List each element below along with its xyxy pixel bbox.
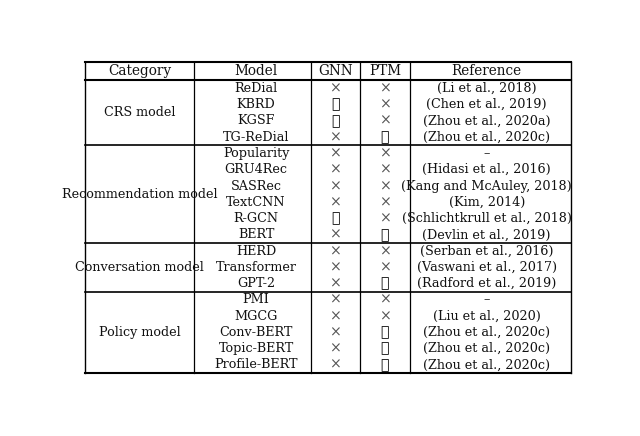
Text: ×: ×	[330, 130, 341, 144]
Text: Popularity: Popularity	[223, 147, 289, 160]
Text: ×: ×	[379, 260, 391, 274]
Text: (Radford et al., 2019): (Radford et al., 2019)	[417, 277, 556, 290]
Text: ×: ×	[379, 98, 391, 112]
Text: ×: ×	[330, 146, 341, 160]
Text: (Chen et al., 2019): (Chen et al., 2019)	[426, 98, 547, 111]
Text: TextCNN: TextCNN	[227, 196, 286, 209]
Text: (Serban et al., 2016): (Serban et al., 2016)	[420, 245, 554, 258]
Text: GNN: GNN	[318, 65, 353, 78]
Text: (Devlin et al., 2019): (Devlin et al., 2019)	[422, 228, 551, 241]
Text: GPT-2: GPT-2	[237, 277, 275, 290]
Text: ×: ×	[330, 325, 341, 339]
Text: Model: Model	[234, 65, 278, 78]
Text: Conversation model: Conversation model	[75, 261, 204, 274]
Text: (Kang and McAuley, 2018): (Kang and McAuley, 2018)	[401, 180, 572, 193]
Text: Category: Category	[108, 65, 171, 78]
Text: BERT: BERT	[238, 228, 275, 241]
Text: ×: ×	[379, 146, 391, 160]
Text: ×: ×	[379, 114, 391, 128]
Text: ×: ×	[379, 293, 391, 307]
Text: ×: ×	[330, 244, 341, 258]
Text: ×: ×	[330, 195, 341, 209]
Text: Recommendation model: Recommendation model	[61, 187, 218, 201]
Text: (Schlichtkrull et al., 2018): (Schlichtkrull et al., 2018)	[402, 212, 572, 225]
Text: (Kim, 2014): (Kim, 2014)	[449, 196, 525, 209]
Text: ×: ×	[379, 163, 391, 177]
Text: Reference: Reference	[452, 65, 522, 78]
Text: ✓: ✓	[331, 98, 340, 112]
Text: ×: ×	[330, 309, 341, 323]
Text: Transformer: Transformer	[216, 261, 296, 274]
Text: (Zhou et al., 2020c): (Zhou et al., 2020c)	[423, 342, 550, 355]
Text: Conv-BERT: Conv-BERT	[220, 326, 292, 339]
Text: CRS model: CRS model	[104, 106, 175, 119]
Text: –: –	[484, 293, 490, 307]
Text: ×: ×	[379, 195, 391, 209]
Text: ×: ×	[330, 82, 341, 95]
Text: (Liu et al., 2020): (Liu et al., 2020)	[433, 310, 541, 323]
Text: ×: ×	[379, 82, 391, 95]
Text: ✓: ✓	[381, 228, 389, 242]
Text: (Zhou et al., 2020c): (Zhou et al., 2020c)	[423, 131, 550, 144]
Text: Policy model: Policy model	[99, 326, 180, 339]
Text: (Zhou et al., 2020a): (Zhou et al., 2020a)	[423, 115, 550, 127]
Text: ×: ×	[379, 244, 391, 258]
Text: ✓: ✓	[331, 114, 340, 128]
Text: (Li et al., 2018): (Li et al., 2018)	[437, 82, 536, 95]
Text: ✓: ✓	[381, 276, 389, 291]
Text: PMI: PMI	[243, 293, 269, 307]
Text: ReDial: ReDial	[234, 82, 278, 95]
Text: GRU4Rec: GRU4Rec	[225, 163, 287, 176]
Text: ×: ×	[379, 179, 391, 193]
Text: –: –	[484, 147, 490, 160]
Text: ×: ×	[379, 309, 391, 323]
Text: R-GCN: R-GCN	[234, 212, 278, 225]
Text: TG-ReDial: TG-ReDial	[223, 131, 289, 144]
Text: KGSF: KGSF	[237, 115, 275, 127]
Text: (Zhou et al., 2020c): (Zhou et al., 2020c)	[423, 326, 550, 339]
Text: (Vaswani et al., 2017): (Vaswani et al., 2017)	[417, 261, 557, 274]
Text: SASRec: SASRec	[230, 180, 282, 193]
Text: ×: ×	[330, 228, 341, 242]
Text: ×: ×	[330, 260, 341, 274]
Text: (Hidasi et al., 2016): (Hidasi et al., 2016)	[422, 163, 551, 176]
Text: ✓: ✓	[381, 130, 389, 144]
Text: (Zhou et al., 2020c): (Zhou et al., 2020c)	[423, 358, 550, 371]
Text: ×: ×	[379, 211, 391, 225]
Text: MGCG: MGCG	[234, 310, 278, 323]
Text: PTM: PTM	[369, 65, 401, 78]
Text: ×: ×	[330, 293, 341, 307]
Text: KBRD: KBRD	[237, 98, 275, 111]
Text: ✓: ✓	[381, 325, 389, 339]
Text: Topic-BERT: Topic-BERT	[218, 342, 294, 355]
Text: ×: ×	[330, 358, 341, 372]
Text: ×: ×	[330, 342, 341, 356]
Text: ✓: ✓	[381, 342, 389, 356]
Text: ✓: ✓	[331, 211, 340, 225]
Text: Profile-BERT: Profile-BERT	[214, 358, 298, 371]
Text: ×: ×	[330, 179, 341, 193]
Text: ✓: ✓	[381, 358, 389, 372]
Text: ×: ×	[330, 163, 341, 177]
Text: HERD: HERD	[236, 245, 276, 258]
Text: ×: ×	[330, 276, 341, 291]
